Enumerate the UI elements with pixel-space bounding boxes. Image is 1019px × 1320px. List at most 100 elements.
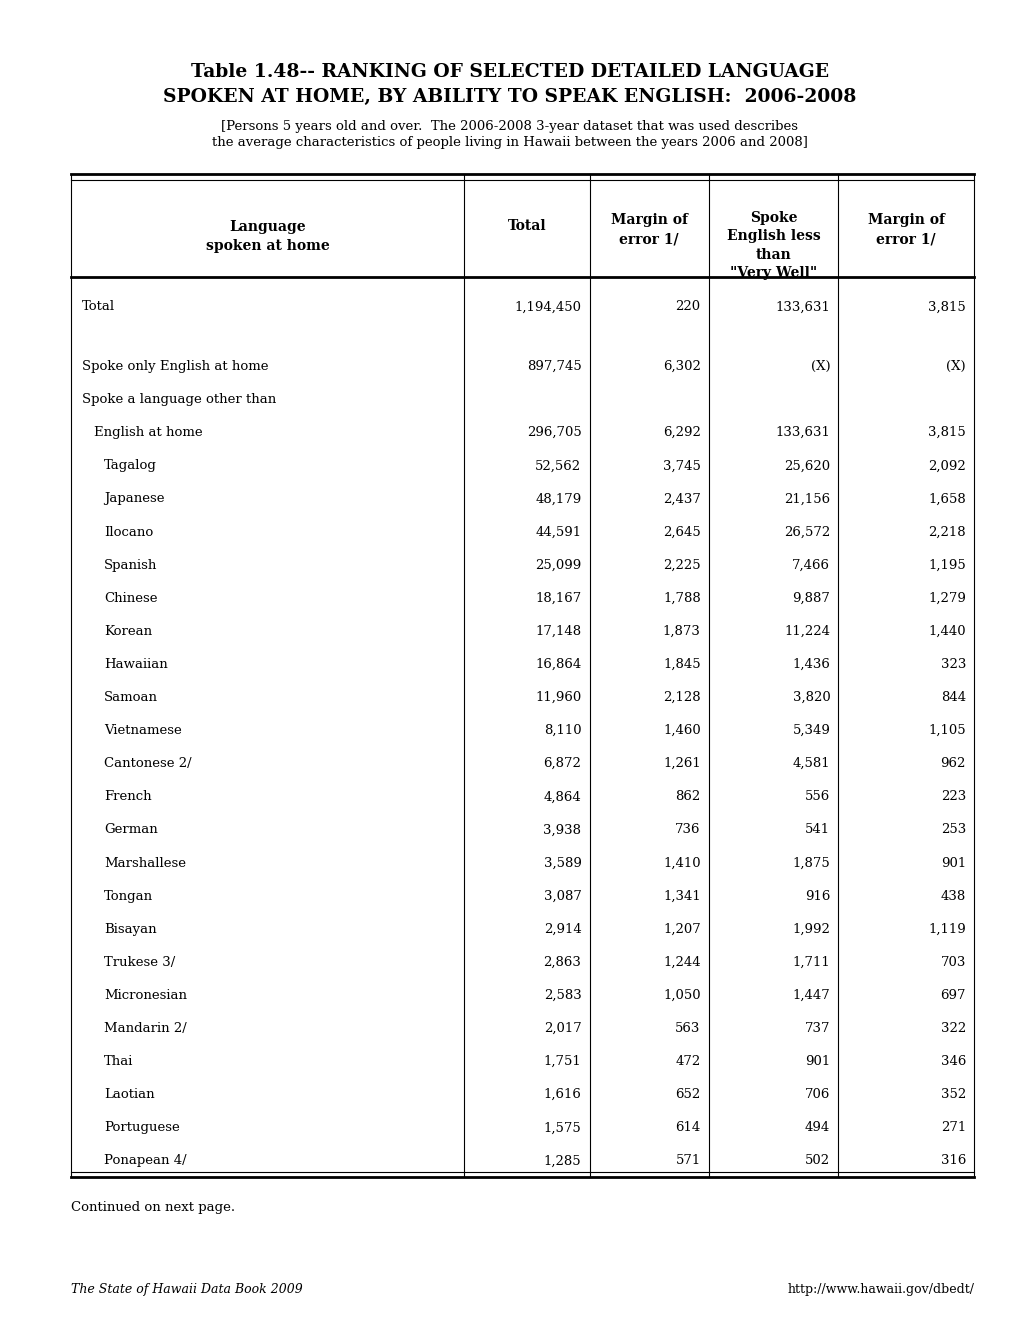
- Text: 703: 703: [940, 956, 965, 969]
- Text: Table 1.48-- RANKING OF SELECTED DETAILED LANGUAGE: Table 1.48-- RANKING OF SELECTED DETAILE…: [191, 63, 828, 82]
- Text: Trukese 3/: Trukese 3/: [104, 956, 175, 969]
- Text: 1,575: 1,575: [543, 1121, 581, 1134]
- Text: 1,845: 1,845: [662, 657, 700, 671]
- Text: Bisayan: Bisayan: [104, 923, 157, 936]
- Text: 1,105: 1,105: [927, 725, 965, 737]
- Text: 1,050: 1,050: [662, 989, 700, 1002]
- Text: Tagalog: Tagalog: [104, 459, 157, 473]
- Text: 1,285: 1,285: [543, 1155, 581, 1167]
- Text: 253: 253: [940, 824, 965, 837]
- Text: 862: 862: [675, 791, 700, 804]
- Text: 962: 962: [940, 758, 965, 771]
- Text: 18,167: 18,167: [535, 591, 581, 605]
- Text: 2,017: 2,017: [543, 1022, 581, 1035]
- Text: 1,194,450: 1,194,450: [514, 301, 581, 313]
- Text: 1,751: 1,751: [543, 1055, 581, 1068]
- Text: 901: 901: [804, 1055, 829, 1068]
- Text: 2,092: 2,092: [927, 459, 965, 473]
- Text: 2,437: 2,437: [662, 492, 700, 506]
- Text: Ilocano: Ilocano: [104, 525, 153, 539]
- Text: 3,745: 3,745: [662, 459, 700, 473]
- Text: 7,466: 7,466: [792, 558, 829, 572]
- Text: 296,705: 296,705: [526, 426, 581, 440]
- Text: Samoan: Samoan: [104, 692, 158, 704]
- Text: 8,110: 8,110: [543, 725, 581, 737]
- Text: 6,872: 6,872: [543, 758, 581, 771]
- Text: 2,128: 2,128: [662, 692, 700, 704]
- Text: 472: 472: [675, 1055, 700, 1068]
- Text: Spoke only English at home: Spoke only English at home: [82, 360, 268, 374]
- Text: Total: Total: [82, 301, 114, 313]
- Text: 571: 571: [675, 1155, 700, 1167]
- Text: French: French: [104, 791, 152, 804]
- Text: 17,148: 17,148: [535, 624, 581, 638]
- Text: 1,440: 1,440: [927, 624, 965, 638]
- Text: 3,589: 3,589: [543, 857, 581, 870]
- Text: 1,875: 1,875: [792, 857, 829, 870]
- Text: 3,087: 3,087: [543, 890, 581, 903]
- Text: 1,460: 1,460: [662, 725, 700, 737]
- Text: 438: 438: [940, 890, 965, 903]
- Text: Continued on next page.: Continued on next page.: [71, 1201, 235, 1214]
- Text: 21,156: 21,156: [784, 492, 829, 506]
- Text: 844: 844: [940, 692, 965, 704]
- Text: 220: 220: [675, 301, 700, 313]
- Text: 16,864: 16,864: [535, 657, 581, 671]
- Text: 3,820: 3,820: [792, 692, 829, 704]
- Text: http://www.hawaii.gov/dbedt/: http://www.hawaii.gov/dbedt/: [787, 1283, 973, 1296]
- Text: 223: 223: [940, 791, 965, 804]
- Text: Ponapean 4/: Ponapean 4/: [104, 1155, 186, 1167]
- Text: 352: 352: [940, 1088, 965, 1101]
- Text: Spanish: Spanish: [104, 558, 157, 572]
- Text: 652: 652: [675, 1088, 700, 1101]
- Text: Language
spoken at home: Language spoken at home: [206, 219, 329, 253]
- Text: 1,279: 1,279: [927, 591, 965, 605]
- Text: Tongan: Tongan: [104, 890, 153, 903]
- Text: 316: 316: [940, 1155, 965, 1167]
- Text: 494: 494: [804, 1121, 829, 1134]
- Text: the average characteristics of people living in Hawaii between the years 2006 an: the average characteristics of people li…: [212, 136, 807, 149]
- Text: 541: 541: [804, 824, 829, 837]
- Text: 44,591: 44,591: [535, 525, 581, 539]
- Text: Portuguese: Portuguese: [104, 1121, 179, 1134]
- Text: 11,960: 11,960: [535, 692, 581, 704]
- Text: 1,341: 1,341: [662, 890, 700, 903]
- Text: 48,179: 48,179: [535, 492, 581, 506]
- Text: 614: 614: [675, 1121, 700, 1134]
- Text: Margin of
error 1/: Margin of error 1/: [867, 213, 944, 247]
- Text: 5,349: 5,349: [792, 725, 829, 737]
- Text: 1,658: 1,658: [927, 492, 965, 506]
- Text: 4,864: 4,864: [543, 791, 581, 804]
- Text: 1,410: 1,410: [662, 857, 700, 870]
- Text: Spoke
English less
than
"Very Well": Spoke English less than "Very Well": [727, 211, 819, 280]
- Text: 323: 323: [940, 657, 965, 671]
- Text: Laotian: Laotian: [104, 1088, 155, 1101]
- Text: 897,745: 897,745: [526, 360, 581, 374]
- Text: 2,225: 2,225: [662, 558, 700, 572]
- Text: 1,261: 1,261: [662, 758, 700, 771]
- Text: 1,873: 1,873: [662, 624, 700, 638]
- Text: 26,572: 26,572: [784, 525, 829, 539]
- Text: 1,447: 1,447: [792, 989, 829, 1002]
- Text: Thai: Thai: [104, 1055, 133, 1068]
- Text: Japanese: Japanese: [104, 492, 164, 506]
- Text: 133,631: 133,631: [774, 301, 829, 313]
- Text: 697: 697: [940, 989, 965, 1002]
- Text: Margin of
error 1/: Margin of error 1/: [610, 213, 687, 247]
- Text: 1,195: 1,195: [927, 558, 965, 572]
- Text: Total: Total: [507, 219, 545, 232]
- Text: Mandarin 2/: Mandarin 2/: [104, 1022, 186, 1035]
- Text: 2,914: 2,914: [543, 923, 581, 936]
- Text: 1,244: 1,244: [662, 956, 700, 969]
- Text: Hawaiian: Hawaiian: [104, 657, 168, 671]
- Text: 563: 563: [675, 1022, 700, 1035]
- Text: (X): (X): [810, 360, 829, 374]
- Text: 25,620: 25,620: [784, 459, 829, 473]
- Text: Vietnamese: Vietnamese: [104, 725, 181, 737]
- Text: [Persons 5 years old and over.  The 2006-2008 3-year dataset that was used descr: [Persons 5 years old and over. The 2006-…: [221, 120, 798, 133]
- Text: 25,099: 25,099: [535, 558, 581, 572]
- Text: 737: 737: [804, 1022, 829, 1035]
- Text: 271: 271: [940, 1121, 965, 1134]
- Text: German: German: [104, 824, 158, 837]
- Text: 4,581: 4,581: [792, 758, 829, 771]
